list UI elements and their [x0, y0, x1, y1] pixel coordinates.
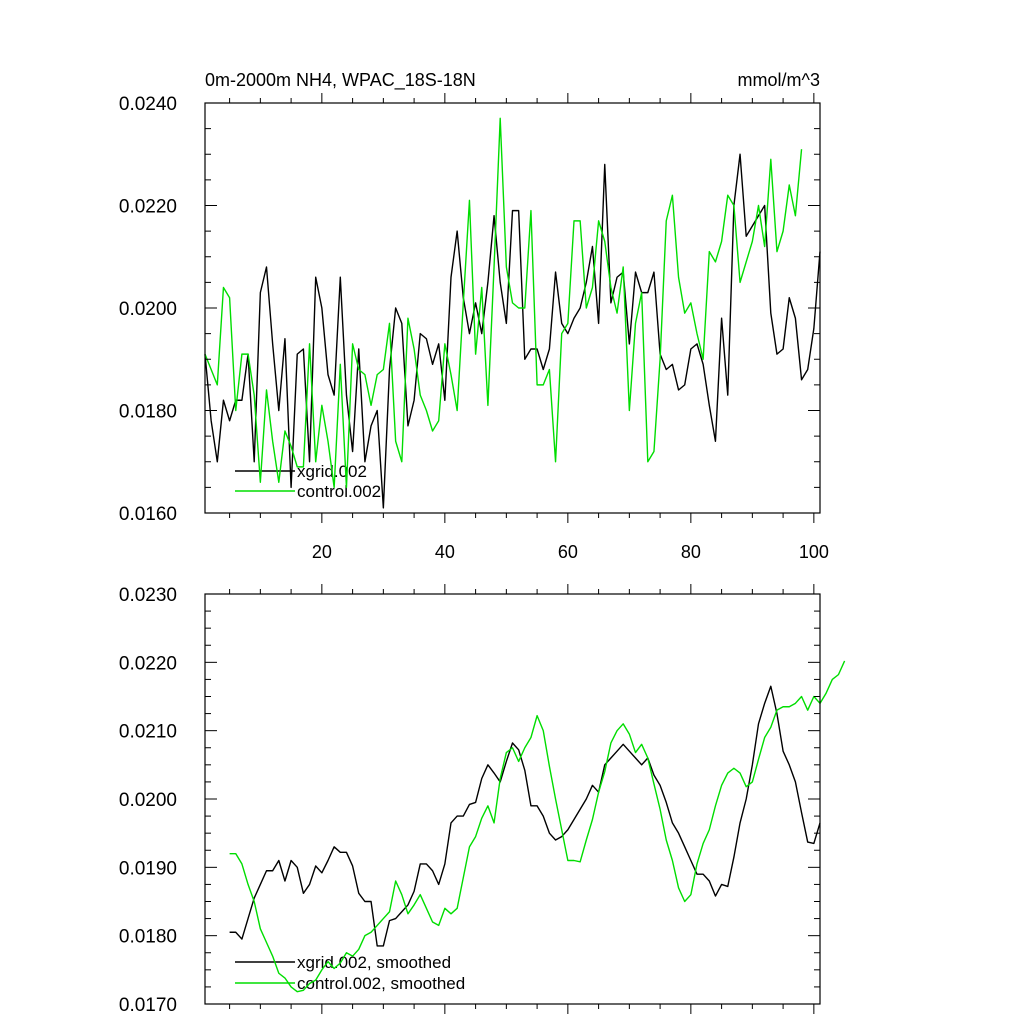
y-tick-label: 0.0220 — [119, 653, 177, 674]
y-tick-label: 0.0220 — [119, 197, 177, 218]
legend-label-control: control.002 — [297, 482, 381, 501]
series-line-top-xgrid — [204, 153, 821, 509]
panel-top: 20 40 60 80 100 0.0160 0.0180 0.0200 0.0220 0.024… — [119, 93, 829, 562]
x-tick-label: 80 — [681, 542, 701, 562]
y-tick-label: 0.0170 — [119, 995, 177, 1016]
y-tick-label: 0.0180 — [119, 927, 177, 948]
y-tick-label: 0.0240 — [119, 94, 177, 115]
y-tick-label: 0.0200 — [119, 790, 177, 811]
series-line-bottom-xgrid — [229, 685, 821, 947]
x-tick-label: 100 — [799, 542, 829, 562]
x-tick-label: 40 — [435, 542, 455, 562]
panel-bottom: 0.0170 0.0180 0.0190 0.0200 0.0210 0.0220 0.02… — [119, 584, 846, 1016]
y-tick-label: 0.0200 — [119, 299, 177, 320]
legend-label-control-smoothed: control.002, smoothed — [297, 974, 465, 993]
chart-title: 0m-2000m NH4, WPAC_18S-18N — [205, 70, 476, 91]
y-tick-label: 0.0160 — [119, 504, 177, 525]
x-tick-label: 60 — [558, 542, 578, 562]
y-tick-label: 0.0190 — [119, 858, 177, 879]
series-line-bottom-control — [229, 660, 846, 993]
legend-label-xgrid-smoothed: xgrid.002, smoothed — [297, 953, 451, 972]
series-line-top-control — [204, 117, 803, 489]
legend-bottom: xgrid.002, smoothed control.002, smoothe… — [235, 953, 465, 993]
y-tick-label: 0.0210 — [119, 722, 177, 743]
y-tick-label: 0.0180 — [119, 402, 177, 423]
units-label: mmol/m^3 — [738, 70, 820, 90]
x-tick-label: 20 — [312, 542, 332, 562]
y-tick-label: 0.0230 — [119, 585, 177, 606]
